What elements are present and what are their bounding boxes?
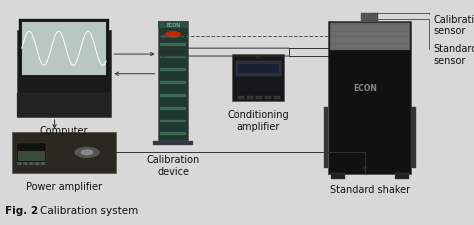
Text: Fig. 2: Fig. 2 xyxy=(5,205,38,215)
FancyBboxPatch shape xyxy=(17,143,46,162)
FancyBboxPatch shape xyxy=(153,141,193,146)
Text: Standard shaker: Standard shaker xyxy=(329,184,410,194)
Text: Calibration
device: Calibration device xyxy=(146,155,200,176)
FancyBboxPatch shape xyxy=(330,23,410,51)
FancyBboxPatch shape xyxy=(411,107,416,168)
FancyBboxPatch shape xyxy=(160,94,186,97)
FancyBboxPatch shape xyxy=(18,152,45,161)
FancyBboxPatch shape xyxy=(157,22,189,143)
Text: Calibration system: Calibration system xyxy=(40,205,138,215)
FancyBboxPatch shape xyxy=(160,133,186,135)
FancyBboxPatch shape xyxy=(361,14,378,22)
FancyBboxPatch shape xyxy=(160,120,186,123)
FancyBboxPatch shape xyxy=(17,31,111,117)
Circle shape xyxy=(35,163,39,165)
FancyBboxPatch shape xyxy=(160,82,186,85)
FancyBboxPatch shape xyxy=(323,107,328,168)
Circle shape xyxy=(23,163,27,165)
Circle shape xyxy=(18,163,21,165)
FancyBboxPatch shape xyxy=(160,107,186,110)
Circle shape xyxy=(29,163,33,165)
Text: Standard
sensor: Standard sensor xyxy=(434,44,474,65)
FancyBboxPatch shape xyxy=(157,22,189,29)
Circle shape xyxy=(166,32,180,38)
Text: Power amplifier: Power amplifier xyxy=(26,181,102,191)
FancyBboxPatch shape xyxy=(236,62,281,76)
Circle shape xyxy=(81,150,92,155)
Text: ECON: ECON xyxy=(166,23,180,28)
FancyBboxPatch shape xyxy=(256,96,262,100)
FancyBboxPatch shape xyxy=(238,96,244,100)
FancyBboxPatch shape xyxy=(331,173,345,179)
FancyBboxPatch shape xyxy=(160,56,186,59)
Circle shape xyxy=(75,148,99,158)
Circle shape xyxy=(41,163,45,165)
Text: Calibration
sensor: Calibration sensor xyxy=(434,15,474,36)
FancyBboxPatch shape xyxy=(394,173,409,179)
FancyBboxPatch shape xyxy=(274,96,280,100)
Text: Computer: Computer xyxy=(40,125,88,135)
Text: ECON: ECON xyxy=(353,84,377,92)
Text: Conditioning
amplifier: Conditioning amplifier xyxy=(228,110,289,131)
FancyBboxPatch shape xyxy=(160,44,186,46)
FancyBboxPatch shape xyxy=(12,132,116,173)
FancyBboxPatch shape xyxy=(238,65,279,73)
FancyBboxPatch shape xyxy=(247,96,253,100)
FancyBboxPatch shape xyxy=(160,69,186,72)
FancyBboxPatch shape xyxy=(17,93,111,117)
FancyBboxPatch shape xyxy=(19,20,109,78)
FancyBboxPatch shape xyxy=(232,55,284,102)
FancyBboxPatch shape xyxy=(22,22,106,76)
FancyBboxPatch shape xyxy=(328,22,411,174)
FancyBboxPatch shape xyxy=(265,96,271,100)
